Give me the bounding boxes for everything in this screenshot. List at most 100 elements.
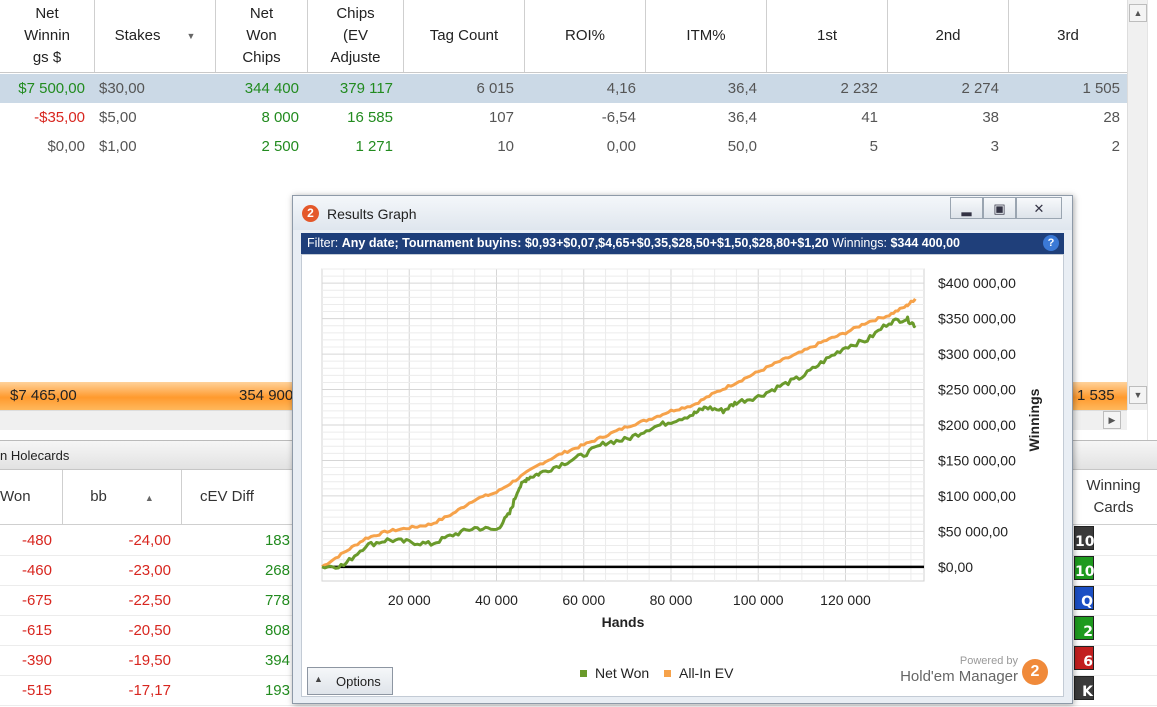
filter-label: Filter: [307,236,339,250]
x-tick-label: 100 000 [733,592,784,608]
card-icon: 10 [1074,556,1094,580]
cell-second: 3 [990,138,999,155]
y-tick-label: $350 000,00 [938,311,1016,327]
cell-chips-ev: 379 117 [339,80,393,97]
cell-bb: -22,50 [128,592,171,609]
scroll-up-icon[interactable]: ▲ [1129,4,1147,22]
x-axis-label: Hands [602,614,645,630]
results-graph-window[interactable]: 2 Results Graph ▂ ▣ ✕ Filter: Any date; … [292,195,1073,704]
card-icon: 10 [1074,526,1094,550]
stats-row[interactable]: $0,00 $1,00 2 500 1 271 10 0,00 50,0 5 3… [0,132,1127,161]
y-tick-label: $50 000,00 [938,523,1008,539]
col-net-winnings[interactable]: Net Winnin gs $ [0,0,95,72]
minimize-icon[interactable]: ▂ [950,197,983,219]
options-button[interactable]: ▲ Options [307,667,393,695]
col-roi[interactable]: ROI% [525,0,646,72]
col-first[interactable]: 1st [767,0,888,72]
stats-row[interactable]: -$35,00 $5,00 8 000 16 585 107 -6,54 36,… [0,103,1127,132]
cell-cev-diff: 808 [264,622,290,639]
x-tick-label: 120 000 [820,592,871,608]
cell-second: 38 [982,109,999,126]
cell-third: 28 [1103,109,1120,126]
cell-won: -615 [21,622,52,639]
cell-bb: -17,17 [128,682,171,699]
help-icon[interactable]: ? [1043,235,1059,251]
cell-cev-diff: 778 [264,592,290,609]
cell-roi: 4,16 [606,80,636,97]
cell-stakes: $1,00 [99,138,137,155]
cell-won: -480 [21,532,52,549]
cell-chips-ev: 16 585 [347,109,393,126]
cell-cev-diff: 394 [264,652,290,669]
y-tick-label: $100 000,00 [938,488,1016,504]
filter-bar[interactable]: Filter: Any date; Tournament buyins: $0,… [301,233,1064,254]
plot-panel: 20 000 40 000 60 000 80 000 100 000 120 000 $0… [301,254,1064,697]
x-tick-label: 20 000 [388,592,431,608]
col-itm[interactable]: ITM% [646,0,767,72]
winnings-value: $344 400,00 [890,236,960,250]
app-logo-icon: 2 [302,205,319,222]
chart-grid [321,268,925,582]
cell-tag-count: 10 [497,138,514,155]
total-net-winnings: $7 465,00 [10,387,77,404]
cell-net-won-chips: 8 000 [261,109,299,126]
cell-stakes: $30,00 [99,80,145,97]
y-tick-label: $400 000,00 [938,275,1016,291]
col-net-won-chips[interactable]: Net Won Chips [216,0,308,72]
sort-desc-icon: ▼ [186,31,196,41]
holecard-row[interactable]: -460 -23,00 268 10 [0,556,1157,586]
brand-watermark: Powered by Hold'em Manager 2 [892,655,1052,691]
col-stakes-label: Stakes [114,27,161,44]
cell-third: 1 505 [1082,80,1120,97]
col-tag-count[interactable]: Tag Count [404,0,525,72]
y-tick-label: $300 000,00 [938,346,1016,362]
brand-logo-icon: 2 [1022,659,1048,685]
col-cev-diff[interactable]: cEV Diff [200,488,254,505]
stats-header-row: Net Winnin gs $ Stakes ▼ Net Won Chips Ch… [0,0,1127,73]
scroll-right-icon[interactable]: ▶ [1103,411,1121,429]
y-tick-label: $250 000,00 [938,382,1016,398]
scroll-down-icon[interactable]: ▼ [1129,386,1147,404]
col-second[interactable]: 2nd [888,0,1009,72]
chart-ticks: 20 000 40 000 60 000 80 000 100 000 120 000 $0… [388,275,1016,608]
cell-second: 2 274 [961,80,999,97]
cell-won: -460 [21,562,52,579]
cell-itm: 36,4 [727,80,757,97]
col-third[interactable]: 3rd [1057,27,1079,44]
window-titlebar[interactable]: 2 Results Graph ▂ ▣ ✕ [293,196,1072,230]
col-stakes[interactable]: Stakes ▼ [95,0,216,72]
total-net-won-chips: 354 900 [239,387,294,404]
cell-roi: 0,00 [606,138,636,155]
col-won[interactable]: Won [0,470,63,524]
close-icon[interactable]: ✕ [1016,197,1062,219]
cell-roi: -6,54 [601,109,636,126]
cell-first: 2 232 [840,80,878,97]
col-chips-ev[interactable]: Chips (EV Adjuste [308,0,404,72]
cell-net-winnings: $7 500,00 [18,80,85,97]
series-line-all-in-ev [321,297,917,569]
cell-first: 5 [869,138,878,155]
cell-cev-diff: 183 [264,532,290,549]
x-tick-label: 80 000 [650,592,693,608]
chart-legend: Net Won All-In EV [580,665,734,681]
card-icon: 2 [1074,616,1094,640]
stats-row[interactable]: $7 500,00 $30,00 344 400 379 117 6 015 4… [0,74,1127,103]
legend-swatch [664,670,671,677]
card-icon: K [1074,676,1094,700]
col-bb[interactable]: bb ▲ [63,470,182,524]
powered-by-text: Powered by [959,655,1018,667]
cell-won: -675 [21,592,52,609]
y-tick-label: $200 000,00 [938,417,1016,433]
cell-net-winnings: $0,00 [47,138,85,155]
vertical-scrollbar[interactable]: ▲ ▼ [1127,0,1147,410]
cell-net-won-chips: 344 400 [244,80,299,97]
cell-chips-ev: 1 271 [355,138,393,155]
cell-stakes: $5,00 [99,109,137,126]
col-winning-cards[interactable]: Winning Cards [1086,477,1141,516]
legend-label: Net Won [595,665,649,681]
cell-tag-count: 107 [488,109,514,126]
legend-swatch [580,670,587,677]
maximize-icon[interactable]: ▣ [983,197,1016,219]
cell-bb: -20,50 [128,622,171,639]
cell-tag-count: 6 015 [476,80,514,97]
